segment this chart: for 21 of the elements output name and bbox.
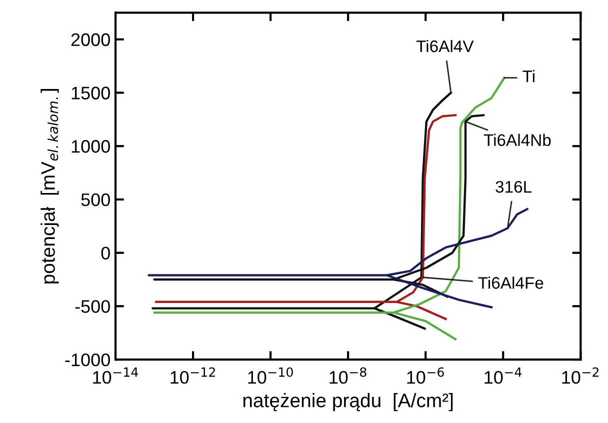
text: Ti6Al4Fe bbox=[478, 276, 544, 289]
x-tick-label: 10$^{−8}$ bbox=[330, 367, 366, 384]
text: Ti6Al4V bbox=[416, 40, 474, 52]
y-tick-label: 1500 bbox=[72, 86, 110, 100]
y-axis-title: potencjał [mV$_{el.kalom.}$] bbox=[40, 89, 59, 284]
y-tick-label: -1000 bbox=[65, 353, 110, 366]
series-label: Ti6Al4Nb bbox=[484, 134, 551, 146]
y-tick-label: 500 bbox=[81, 193, 110, 206]
x-tick-label: 10$^{−10}$ bbox=[248, 367, 293, 384]
y-tick-label: 0 bbox=[101, 246, 110, 260]
y-tick-label: 2000 bbox=[71, 33, 110, 46]
series-label: Ti bbox=[522, 70, 534, 82]
x-tick-label: 10$^{−2}$ bbox=[562, 367, 598, 384]
x-tick-label: 10$^{−14}$ bbox=[93, 367, 138, 384]
y-tick-label: -500 bbox=[75, 300, 110, 313]
series-label: 316L bbox=[496, 180, 532, 193]
x-tick-label: 10$^{−4}$ bbox=[484, 367, 522, 384]
x-tick-label: 10$^{−12}$ bbox=[170, 367, 215, 384]
x-tick-label: 10$^{−6}$ bbox=[407, 367, 444, 384]
x-axis-title: natężenie prądu [A/cm²] bbox=[243, 393, 453, 412]
y-tick-label: 1000 bbox=[72, 140, 110, 153]
